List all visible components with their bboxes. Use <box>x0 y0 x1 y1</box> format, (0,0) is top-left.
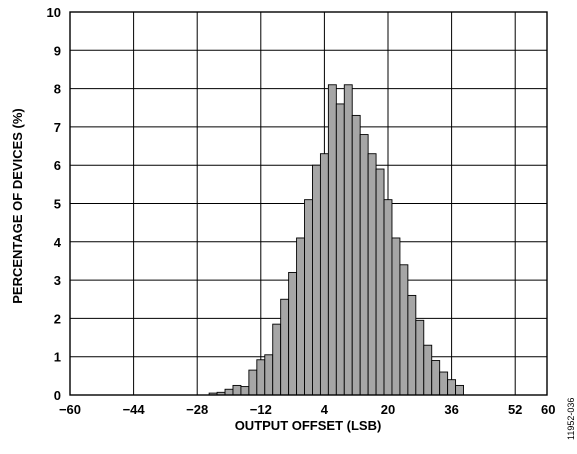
histogram-bar <box>431 360 441 396</box>
histogram-bar <box>256 359 266 396</box>
y-tick-labels: 0 1 2 3 4 5 6 7 8 9 10 <box>47 5 62 403</box>
x-tick-label: 4 <box>321 402 329 417</box>
y-tick-label: 0 <box>54 388 61 403</box>
x-tick-label: 60 <box>541 402 555 417</box>
histogram-bar <box>383 199 393 396</box>
histogram-bar <box>312 164 321 396</box>
histogram-bar <box>415 319 425 396</box>
histogram-bar <box>407 294 417 396</box>
histogram-bar <box>343 84 353 396</box>
histogram-bar <box>335 103 345 396</box>
histogram-bar <box>391 237 401 396</box>
x-tick-label: −60 <box>59 402 81 417</box>
histogram-bar <box>248 369 258 396</box>
histogram-bar <box>367 153 377 396</box>
y-tick-label: 9 <box>54 43 61 58</box>
x-axis-title: OUTPUT OFFSET (LSB) <box>235 418 382 433</box>
y-tick-label: 4 <box>54 235 62 250</box>
figure-id: 11952-036 <box>566 398 576 440</box>
y-tick-label: 2 <box>54 311 61 326</box>
histogram-bar <box>439 371 449 396</box>
histogram-bars <box>208 84 464 396</box>
y-tick-label: 7 <box>54 120 61 135</box>
y-axis-title: PERCENTAGE OF DEVICES (%) <box>10 108 25 304</box>
x-tick-label: 52 <box>508 402 522 417</box>
histogram-bar <box>447 379 457 396</box>
x-tick-label: −12 <box>250 402 272 417</box>
histogram-bar <box>288 271 298 396</box>
plot-frame <box>69 11 548 396</box>
histogram-bar <box>399 264 409 396</box>
histogram-bar <box>375 168 385 396</box>
histogram-bar <box>224 388 234 396</box>
y-tick-label: 10 <box>47 5 61 20</box>
y-tick-label: 5 <box>54 197 61 212</box>
histogram-bar <box>351 114 361 396</box>
histogram-bar <box>455 384 464 396</box>
histogram-bar <box>232 384 242 396</box>
histogram-bar <box>296 237 305 396</box>
x-tick-label: −44 <box>123 402 146 417</box>
histogram-bar <box>359 134 369 396</box>
y-tick-label: 3 <box>54 273 61 288</box>
histogram-bar <box>423 344 433 396</box>
x-tick-labels: −60 −44 −28 −12 4 20 36 52 60 <box>59 402 556 417</box>
histogram-bar <box>240 386 250 396</box>
histogram-bar <box>319 153 329 396</box>
histogram-bar <box>327 84 337 396</box>
x-tick-label: 36 <box>444 402 458 417</box>
y-tick-label: 8 <box>54 82 61 97</box>
x-tick-label: −28 <box>186 402 208 417</box>
histogram-bar <box>280 298 290 396</box>
x-tick-label: 20 <box>381 402 395 417</box>
histogram-bar <box>304 199 313 396</box>
histogram-bar <box>264 354 274 396</box>
y-tick-label: 1 <box>54 350 61 365</box>
histogram-bar <box>272 323 282 396</box>
y-tick-label: 6 <box>54 158 61 173</box>
